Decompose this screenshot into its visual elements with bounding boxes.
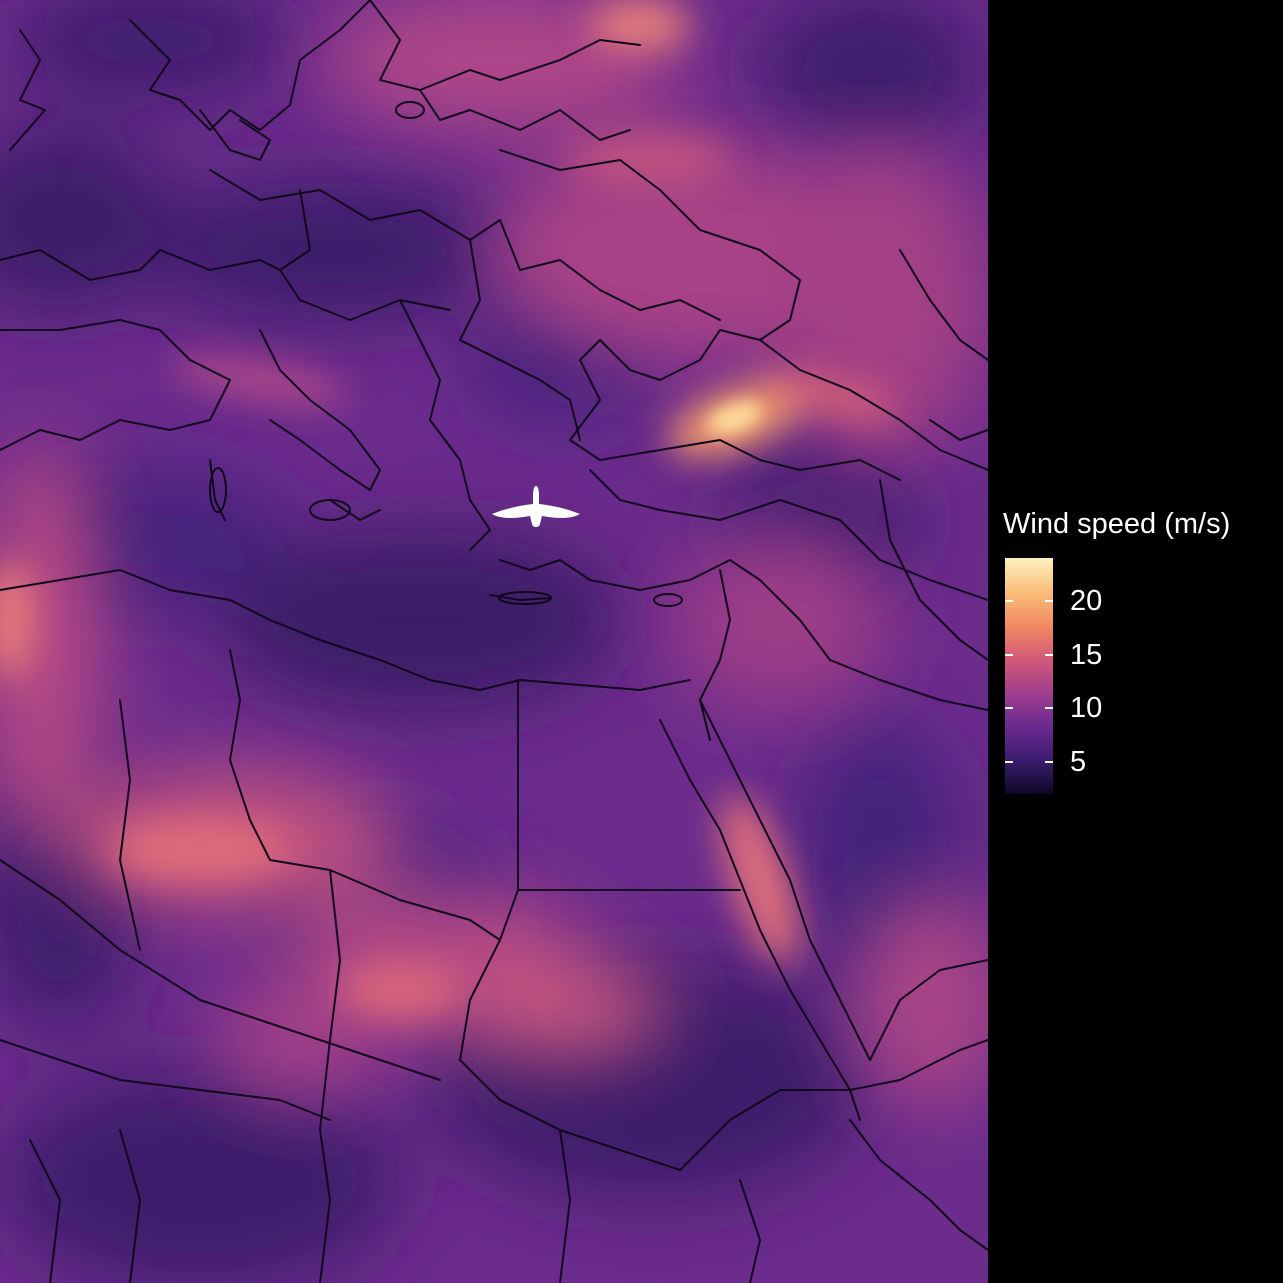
legend-tick-mark (1005, 707, 1013, 710)
bird-icon (492, 486, 580, 527)
legend-tick-label: 5 (1070, 745, 1087, 778)
wind-field-hotspot (708, 401, 762, 435)
legend-tick-mark (1045, 599, 1053, 602)
legend-tick-mark (1045, 653, 1053, 656)
legend-tick-label: 15 (1070, 638, 1103, 671)
legend-color-bar (1005, 558, 1053, 794)
legend-tick-label: 10 (1070, 692, 1103, 725)
legend-tick-mark (1045, 760, 1053, 763)
legend-tick-mark (1005, 760, 1013, 763)
wind-field-high (0, 0, 988, 1110)
country-borders (0, 0, 988, 1283)
legend-tick-label: 20 (1070, 584, 1103, 617)
legend-tick-mark (1005, 599, 1013, 602)
island-outlines (209, 101, 683, 607)
wind-speed-map[interactable] (0, 0, 988, 1283)
legend-title: Wind speed (m/s) (1003, 508, 1231, 540)
legend-tick-mark (1005, 653, 1013, 656)
wind-field-jets (0, 0, 898, 1018)
legend-tick-mark (1045, 707, 1053, 710)
